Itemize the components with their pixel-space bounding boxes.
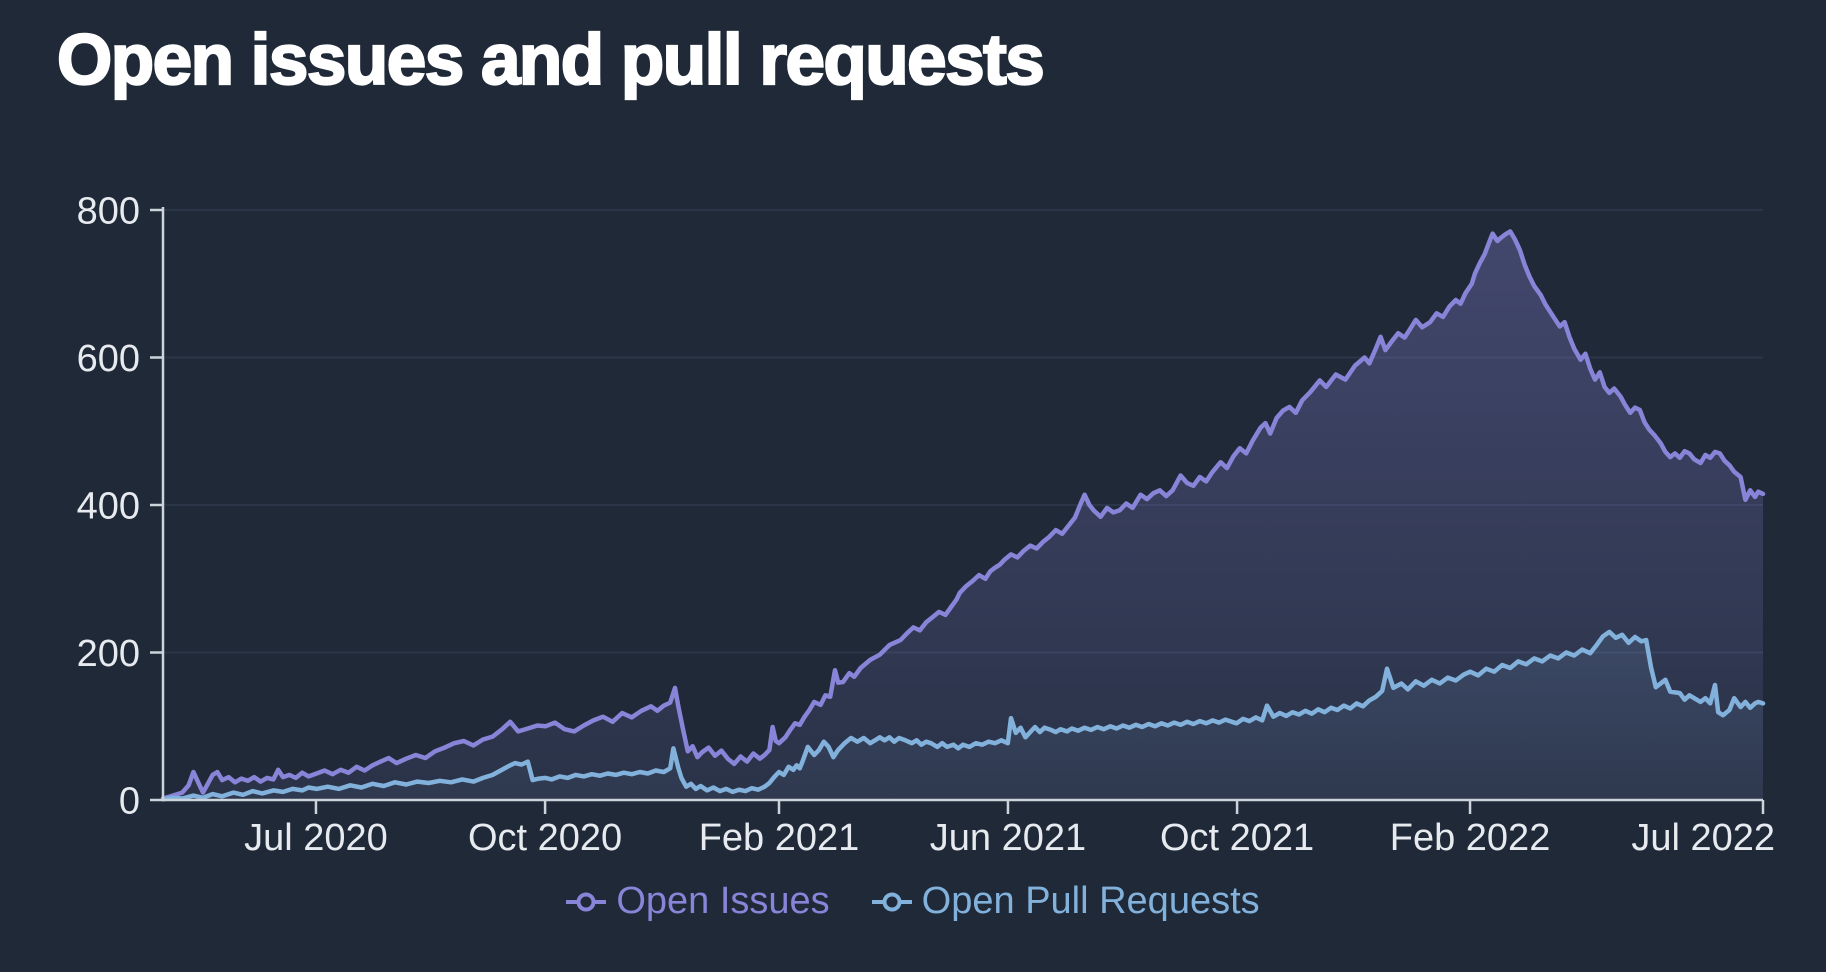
y-tick-label-800: 800 xyxy=(77,191,140,233)
line-open-issues xyxy=(160,229,1766,801)
legend-item-open-pull-requests: Open Pull Requests xyxy=(871,880,1260,923)
legend-item-open-issues: Open Issues xyxy=(566,880,830,923)
x-tick-label-4: Oct 2021 xyxy=(1160,817,1314,859)
page-title: Open issues and pull requests xyxy=(56,20,1046,101)
x-tick-label-2: Feb 2021 xyxy=(699,817,860,859)
legend-label-open-pull-requests: Open Pull Requests xyxy=(921,880,1260,922)
x-tick-label-0: Jul 2020 xyxy=(244,817,388,859)
line-open-pull-requests xyxy=(160,629,1766,802)
area-open-pull-requests xyxy=(163,631,1763,800)
open-pull-requests-line-marker-icon xyxy=(871,892,912,911)
y-tick-label-200: 200 xyxy=(77,633,140,675)
y-tick-label-0: 0 xyxy=(119,781,140,823)
y-tick-label-400: 400 xyxy=(77,486,140,528)
open-issues-line-marker-icon xyxy=(566,892,607,911)
x-tick-label-1: Oct 2020 xyxy=(468,817,622,859)
x-tick-label-6: Jul 2022 xyxy=(1631,817,1775,859)
x-tick-label-5: Feb 2022 xyxy=(1390,817,1551,859)
legend: Open Issues Open Pull Requests xyxy=(0,880,1826,923)
area-open-issues xyxy=(163,231,1763,800)
legend-label-open-issues: Open Issues xyxy=(616,880,830,922)
x-tick-label-3: Jun 2021 xyxy=(930,817,1086,859)
y-tick-label-600: 600 xyxy=(77,338,140,380)
